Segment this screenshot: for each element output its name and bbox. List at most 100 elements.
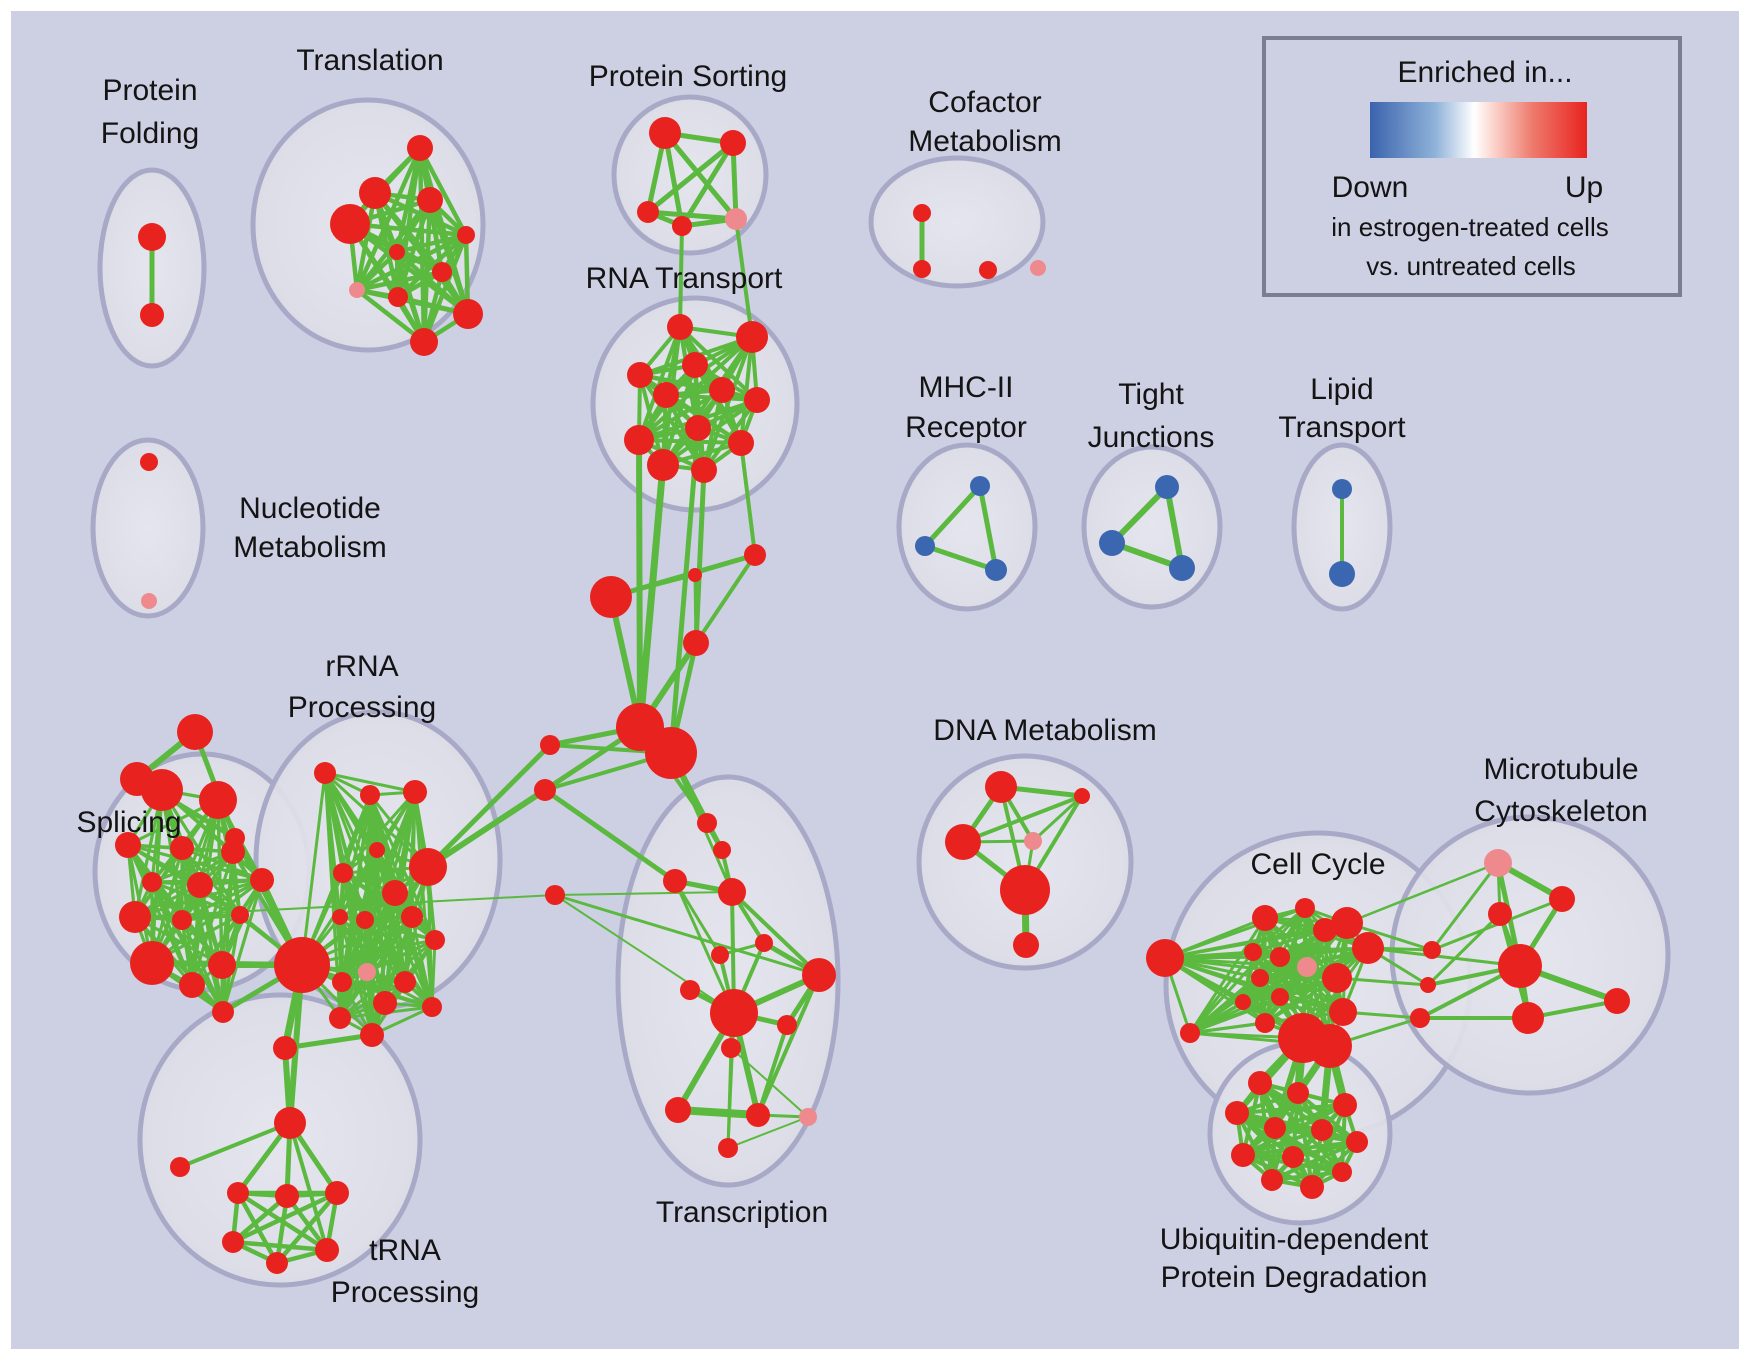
- cluster-label-rrna-processing: rRNA Processing: [288, 650, 436, 724]
- edge: [756, 973, 821, 1117]
- cluster-label-protein-sorting: Protein Sorting: [589, 60, 787, 93]
- edge: [756, 1023, 789, 1117]
- edge: [134, 894, 556, 918]
- node-rr13: [394, 971, 416, 993]
- node-cx2: [1420, 977, 1436, 993]
- node-cc12: [1251, 969, 1269, 987]
- node-tn0: [273, 1036, 297, 1060]
- node-lt1: [1332, 479, 1352, 499]
- edge: [727, 1116, 809, 1149]
- node-sp12: [130, 941, 174, 985]
- node-ps4: [672, 216, 692, 236]
- node-cc18: [1308, 1024, 1352, 1068]
- edge: [1366, 946, 1522, 968]
- cluster-label-cofactor-metabolism: Cofactor Metabolism: [908, 86, 1061, 158]
- node-sp8: [250, 868, 274, 892]
- node-tc13: [746, 1103, 770, 1127]
- node-tc7: [711, 946, 729, 964]
- node-tc3: [663, 869, 687, 893]
- node-cn1: [744, 544, 766, 566]
- node-cx3: [1410, 1008, 1430, 1028]
- edge: [425, 742, 553, 870]
- node-cc5: [1313, 918, 1337, 942]
- cluster-label-mhc-ii-receptor: MHC-II Receptor: [905, 371, 1027, 444]
- node-ts: [170, 1157, 190, 1177]
- edge: [1258, 976, 1345, 1014]
- node-mh3: [985, 559, 1007, 581]
- edge: [1188, 1000, 1245, 1035]
- cluster-ellipse-nucleotide-metabolism: [90, 437, 206, 619]
- node-lt2: [1329, 561, 1355, 587]
- node-t8: [349, 282, 365, 298]
- edge: [679, 140, 736, 229]
- node-rr11: [332, 909, 348, 925]
- node-rr19: [360, 1023, 384, 1047]
- node-cn3: [590, 576, 632, 618]
- node-ub2: [1287, 1082, 1309, 1104]
- edge: [702, 398, 759, 472]
- node-tc12: [665, 1097, 691, 1123]
- node-rr4: [409, 848, 447, 886]
- node-ub1: [1248, 1071, 1272, 1095]
- edge: [694, 553, 757, 645]
- node-t4: [417, 187, 443, 213]
- edge: [1273, 1126, 1344, 1174]
- node-rr15: [332, 972, 352, 992]
- node-mt4: [1498, 944, 1542, 988]
- edge: [178, 1121, 292, 1169]
- node-tx3: [325, 1181, 349, 1205]
- node-cc10: [1297, 957, 1317, 977]
- node-cc16: [1329, 998, 1357, 1026]
- edge: [394, 249, 471, 317]
- node-mh1: [970, 476, 990, 496]
- edge: [636, 437, 643, 730]
- node-rr14: [373, 991, 397, 1015]
- edge: [693, 467, 707, 646]
- edge: [637, 438, 743, 445]
- node-cx1: [1423, 941, 1441, 959]
- node-ub9: [1282, 1146, 1304, 1168]
- node-t6: [389, 244, 405, 260]
- edge: [678, 325, 759, 402]
- node-mt2: [1549, 886, 1575, 912]
- node-tx4: [222, 1231, 244, 1253]
- node-rt11: [647, 449, 679, 481]
- node-ub10: [1261, 1169, 1283, 1191]
- cluster-ellipse-tight-junctions: [1081, 444, 1223, 610]
- edge: [637, 325, 682, 442]
- node-rt4: [627, 362, 653, 388]
- edge: [403, 790, 417, 984]
- legend-down-label: Down: [1332, 171, 1409, 204]
- node-rr7: [382, 880, 408, 906]
- node-tc9: [710, 989, 758, 1037]
- edge: [394, 249, 427, 345]
- cluster-ellipse-mhc-ii-receptor: [896, 442, 1038, 612]
- node-cc13: [1235, 994, 1251, 1010]
- edge: [554, 894, 735, 1014]
- edge: [739, 441, 757, 557]
- node-cc6: [1331, 907, 1363, 939]
- node-trh: [274, 1107, 306, 1139]
- edge: [1031, 794, 1084, 843]
- node-cc9: [1270, 947, 1290, 967]
- edge: [221, 878, 264, 1014]
- legend-subtitle-line1: in estrogen-treated cells: [1331, 212, 1608, 242]
- edge: [230, 1239, 330, 1253]
- node-cc4: [1295, 898, 1315, 918]
- node-sp11: [231, 906, 249, 924]
- edge: [150, 878, 264, 965]
- edge: [180, 846, 225, 1014]
- node-cn4: [683, 630, 709, 656]
- node-rt3: [682, 352, 708, 378]
- node-ub3: [1333, 1093, 1357, 1117]
- node-tc6: [802, 958, 836, 992]
- cluster-label-tight-junctions: Tight Junctions: [1088, 378, 1215, 454]
- node-rr3: [403, 780, 427, 804]
- edge: [674, 1106, 762, 1119]
- node-tx2: [275, 1184, 299, 1208]
- node-tri1: [177, 714, 213, 750]
- cluster-label-microtubule-cytoskeleton: Microtubule Cytoskeleton: [1474, 753, 1647, 828]
- node-dn1: [985, 771, 1017, 803]
- edge: [417, 145, 469, 238]
